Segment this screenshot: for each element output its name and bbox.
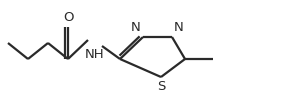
Text: N: N bbox=[174, 21, 184, 34]
Text: NH: NH bbox=[85, 48, 105, 61]
Text: N: N bbox=[130, 21, 140, 34]
Text: O: O bbox=[63, 11, 73, 24]
Text: S: S bbox=[157, 80, 165, 93]
